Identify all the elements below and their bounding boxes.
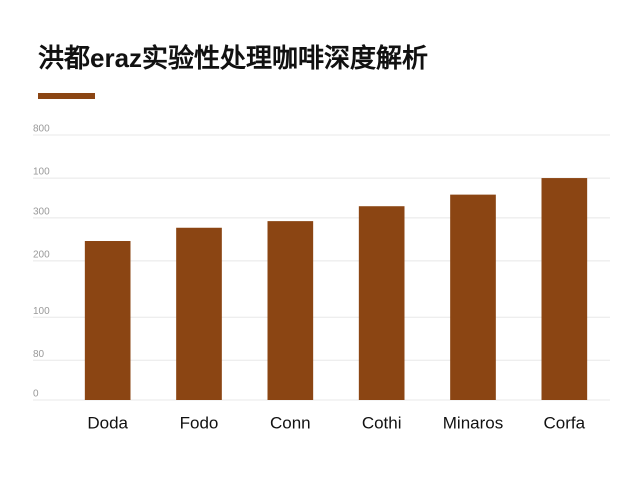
y-tick-label: 0: [33, 389, 39, 400]
chart-title: 洪都eraz实验性处理咖啡深度解析: [38, 43, 428, 73]
y-tick-label: 200: [33, 250, 50, 261]
x-tick-label: Doda: [87, 413, 128, 432]
x-tick-label: Minaros: [443, 413, 503, 432]
y-tick-label: 80: [33, 349, 45, 360]
y-tick-label: 300: [33, 206, 50, 217]
x-tick-label: Corfa: [544, 413, 586, 432]
x-tick-label: Fodo: [180, 413, 219, 432]
bar: [267, 221, 314, 400]
bar: [358, 206, 405, 400]
y-tick-label: 100: [33, 167, 50, 178]
x-tick-label: Conn: [270, 413, 311, 432]
title-accent: [38, 93, 95, 99]
bar: [450, 194, 496, 400]
y-tick-label: 100: [33, 306, 50, 317]
bar: [541, 178, 588, 400]
bar: [176, 227, 222, 400]
bar: [84, 241, 131, 400]
x-tick-label: Cothi: [362, 413, 402, 432]
y-tick-label: 800: [33, 124, 50, 135]
